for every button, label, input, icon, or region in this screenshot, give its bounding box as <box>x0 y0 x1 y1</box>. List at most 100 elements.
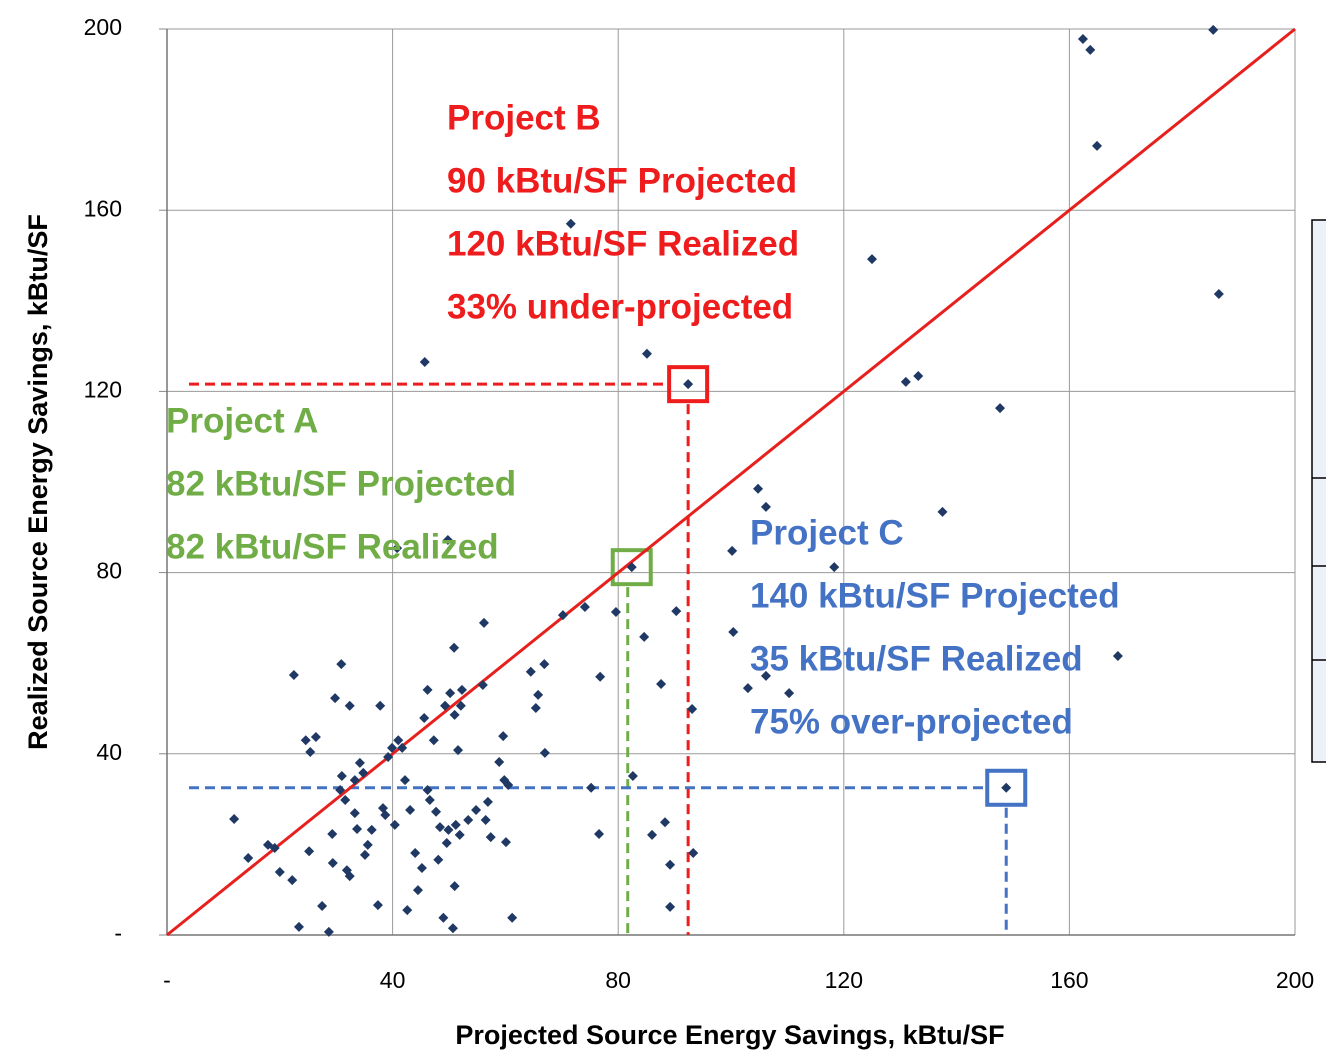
point <box>412 885 423 896</box>
point <box>440 700 451 711</box>
point <box>565 218 576 229</box>
point <box>419 356 430 367</box>
y-axis-label: Realized Source Energy Savings, kBtu/SF <box>23 214 53 750</box>
point <box>447 923 458 934</box>
point <box>327 857 338 868</box>
annotation-text: 35 kBtu/SF Realized <box>750 639 1083 678</box>
point <box>243 852 254 863</box>
point <box>305 746 316 757</box>
point <box>433 854 444 865</box>
point <box>424 795 435 806</box>
point <box>728 626 739 637</box>
point <box>626 562 637 573</box>
point <box>317 901 328 912</box>
point <box>455 700 466 711</box>
point <box>530 703 541 714</box>
point <box>539 747 550 758</box>
point <box>288 669 299 680</box>
point <box>349 775 360 786</box>
point <box>274 867 285 878</box>
point <box>485 832 496 843</box>
point <box>586 782 597 793</box>
point <box>456 684 467 695</box>
point <box>1213 289 1224 300</box>
point <box>389 819 400 830</box>
x-tick-label: 80 <box>605 967 631 993</box>
point <box>760 670 771 681</box>
x-tick-label: 200 <box>1276 967 1314 993</box>
point <box>410 848 421 859</box>
point <box>995 403 1006 414</box>
point <box>287 875 298 886</box>
point <box>727 545 738 556</box>
highlight-box <box>667 365 710 404</box>
point <box>438 912 449 923</box>
point <box>330 693 341 704</box>
point <box>507 912 518 923</box>
point <box>610 607 621 618</box>
point <box>557 610 568 621</box>
point <box>310 732 321 743</box>
point <box>753 483 764 494</box>
point <box>471 804 482 815</box>
point <box>359 849 370 860</box>
annotation-text: 140 kBtu/SF Projected <box>750 576 1120 615</box>
point <box>453 745 464 756</box>
point <box>477 679 488 690</box>
annotation-text: 82 kBtu/SF Projected <box>166 464 516 503</box>
point <box>372 900 383 911</box>
point <box>533 689 544 700</box>
highlight-box <box>610 548 653 587</box>
point <box>416 862 427 873</box>
annotation-text: 120 kBtu/SF Realized <box>447 224 799 263</box>
annotation-text: 75% over-projected <box>750 702 1073 741</box>
point <box>397 742 408 753</box>
point <box>340 795 351 806</box>
x-axis-label: Projected Source Energy Savings, kBtu/SF <box>455 1020 1004 1050</box>
point <box>539 659 550 670</box>
point <box>422 785 433 796</box>
point <box>579 602 590 613</box>
point <box>641 348 652 359</box>
x-tick-label: 120 <box>825 967 863 993</box>
point <box>419 713 430 724</box>
point <box>454 829 465 840</box>
y-tick-label: 160 <box>84 195 122 221</box>
point <box>405 804 416 815</box>
point <box>434 822 445 833</box>
point <box>449 642 460 653</box>
point <box>450 819 461 830</box>
point <box>742 683 753 694</box>
point <box>336 659 347 670</box>
point <box>1077 33 1088 44</box>
point <box>422 684 433 695</box>
point <box>639 631 650 642</box>
point <box>687 703 698 714</box>
point <box>494 756 505 767</box>
point <box>784 688 795 699</box>
point <box>480 814 491 825</box>
point <box>683 379 694 390</box>
point <box>594 828 605 839</box>
point <box>344 700 355 711</box>
annotation-text: 82 kBtu/SF Realized <box>166 527 499 566</box>
highlight-box <box>985 768 1028 807</box>
point <box>660 817 671 828</box>
point <box>482 796 493 807</box>
x-tick-label: - <box>163 967 171 993</box>
point <box>269 843 280 854</box>
point <box>380 809 391 820</box>
point <box>428 735 439 746</box>
point <box>229 814 240 825</box>
point <box>445 688 456 699</box>
y-tick-label: 40 <box>96 739 122 765</box>
point <box>387 742 398 753</box>
point <box>443 824 454 835</box>
point <box>656 679 667 690</box>
point <box>1001 782 1012 793</box>
point <box>449 709 460 720</box>
point <box>431 806 442 817</box>
point <box>441 838 452 849</box>
annotation-text: 33% under-projected <box>447 287 793 326</box>
point <box>352 823 363 834</box>
